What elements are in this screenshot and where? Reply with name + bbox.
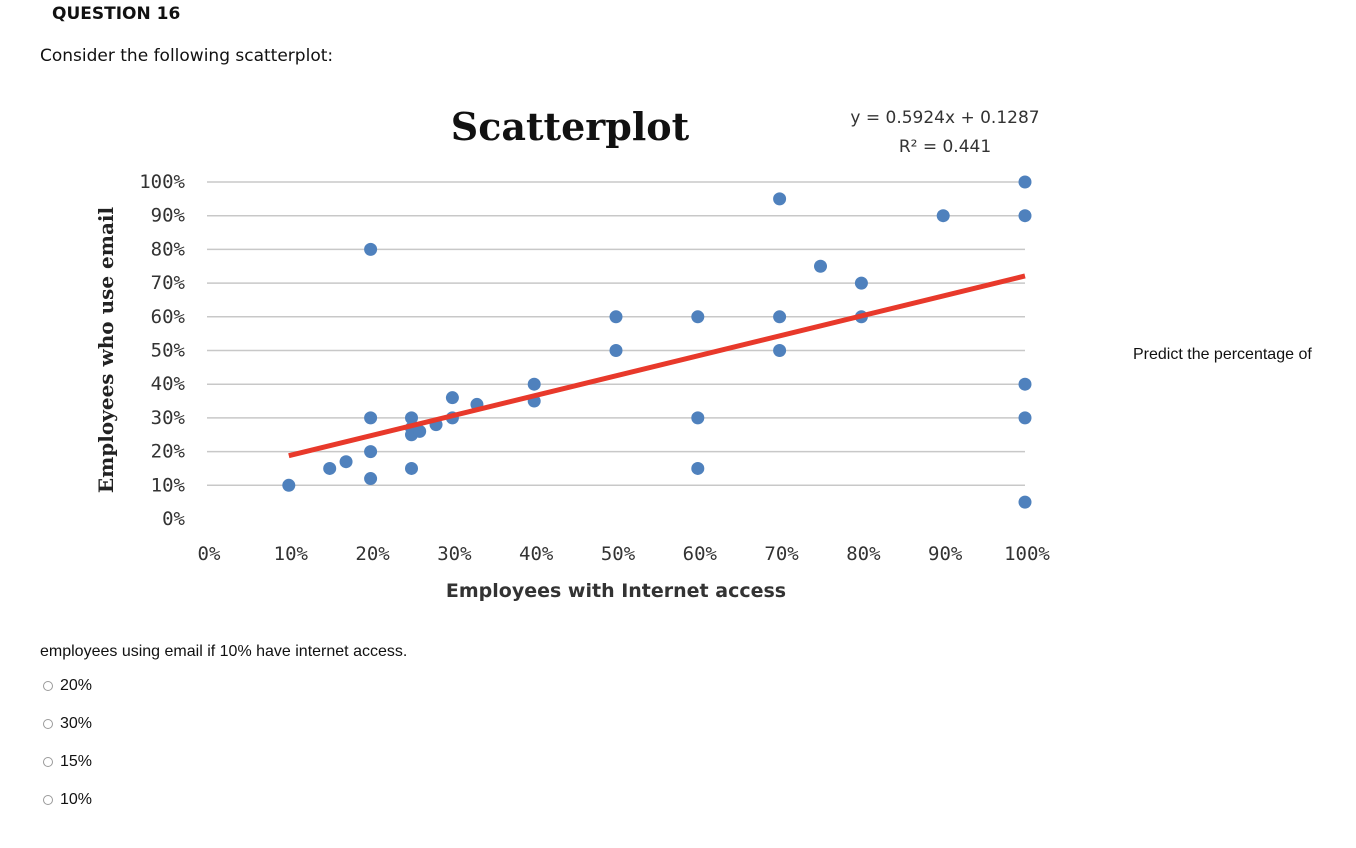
answer-option-label: 15% [60,753,93,770]
data-point [282,478,296,492]
data-point [364,472,378,486]
data-point [1018,209,1032,223]
data-point [609,310,623,324]
x-tick-label: 40% [519,543,554,565]
x-tick-label: 20% [355,543,390,565]
data-point [773,310,787,324]
data-point [936,209,950,223]
data-point [773,192,787,206]
y-tick-label: 100% [139,171,185,193]
question-prompt-continued: employees using email if 10% have intern… [40,643,408,660]
data-point [405,461,418,475]
x-tick-label: 80% [846,543,881,565]
y-tick-label: 10% [151,474,186,496]
radio-button[interactable] [43,719,53,729]
data-point [445,391,459,405]
chart-title: Scatterplot [451,104,690,149]
answer-option[interactable]: 10% [40,790,92,810]
data-point [364,411,378,425]
data-point [1018,377,1032,391]
x-tick-label: 50% [601,543,636,565]
regression-equation: y = 0.5924x + 0.1287 [850,108,1039,128]
data-point [691,461,705,475]
r-squared-label: R² = 0.441 [899,137,991,157]
y-tick-label: 90% [151,205,186,227]
question-title: QUESTION 16 [52,4,181,24]
data-point [364,242,378,256]
y-tick-label: 50% [151,340,186,362]
radio-button[interactable] [43,757,53,767]
y-tick-label: 30% [151,407,186,429]
y-tick-label: 20% [151,441,186,463]
x-tick-label: 30% [437,543,472,565]
y-tick-label: 40% [151,373,186,395]
x-tick-label: 10% [274,543,309,565]
radio-button[interactable] [43,681,53,691]
y-tick-label: 0% [162,508,185,530]
data-point [1018,175,1032,189]
data-point [339,455,353,469]
answer-option-label: 10% [60,791,93,808]
trendline [288,273,1026,459]
answer-options: 20% 30% 15% 10% [40,676,92,828]
data-point [609,344,623,357]
data-point [527,377,541,391]
y-axis-label: Employees who use email [94,206,118,493]
data-point [323,461,337,475]
x-tick-label: 70% [764,543,799,565]
y-tick-label: 80% [151,238,186,260]
x-tick-label: 90% [928,543,963,565]
data-point [691,310,705,324]
data-point [814,259,827,273]
x-tick-label: 100% [1004,543,1050,565]
data-point [405,411,418,425]
y-tick-label: 60% [151,306,186,328]
x-tick-label: 0% [198,543,221,565]
question-intro: Consider the following scatterplot: [40,46,334,66]
data-point [773,344,787,357]
data-point [364,445,378,459]
data-point [413,424,427,438]
data-point [691,411,705,425]
x-axis-label: Employees with Internet access [446,580,786,602]
data-point [1018,411,1032,425]
y-tick-label: 70% [151,272,186,294]
answer-option[interactable]: 30% [40,714,92,734]
answer-option[interactable]: 20% [40,676,92,696]
data-point [854,276,868,290]
data-point [1018,495,1032,509]
x-tick-label: 60% [683,543,718,565]
question-prompt: Predict the percentage of [1133,346,1312,363]
answer-option-label: 20% [60,677,93,694]
answer-option[interactable]: 15% [40,752,92,772]
answer-option-label: 30% [60,715,93,732]
radio-button[interactable] [43,795,53,805]
